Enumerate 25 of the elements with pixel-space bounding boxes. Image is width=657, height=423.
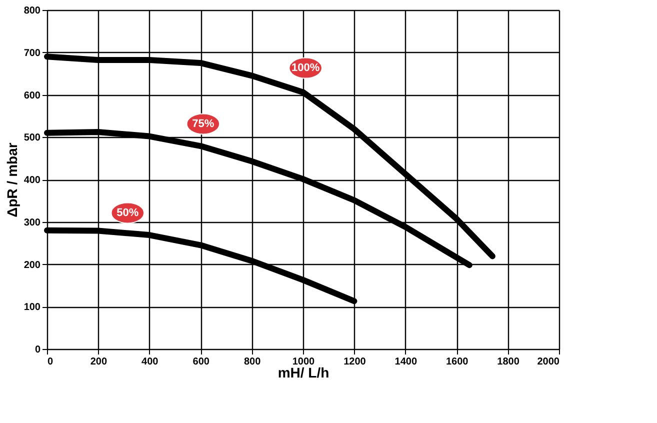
y-tick-label: 200 (24, 260, 41, 271)
x-tick-label: 1400 (394, 356, 418, 368)
x-tick-label: 2000 (537, 356, 560, 368)
y-tick-label: 700 (24, 48, 41, 59)
y-tick-label: 500 (24, 132, 41, 144)
x-axis-title: mH/ L/h (278, 364, 330, 380)
x-tick-label: 1600 (446, 356, 469, 368)
y-tick-label: 800 (24, 6, 41, 16)
y-tick-label: 100 (24, 302, 41, 314)
y-tick-label: 0 (34, 344, 41, 356)
x-tick-label: 1800 (497, 356, 520, 368)
annotation: 50% (116, 206, 139, 219)
annotation: 75% (192, 118, 214, 130)
x-tick-label: 600 (192, 356, 210, 368)
x-tick-label: 800 (244, 356, 262, 368)
y-tick-label: 600 (24, 90, 41, 102)
x-tick-label: 200 (90, 356, 108, 368)
x-tick-label: 400 (142, 356, 159, 368)
y-tick-label: 400 (24, 175, 41, 186)
x-tick-label: 1200 (344, 356, 366, 368)
x-tick-label: 0 (48, 356, 54, 368)
y-axis-title: ΔpR / mbar (4, 142, 20, 218)
x-tick-label: 1000 (292, 356, 316, 368)
y-tick-label: 300 (24, 217, 41, 228)
annotation: 100% (291, 62, 320, 74)
